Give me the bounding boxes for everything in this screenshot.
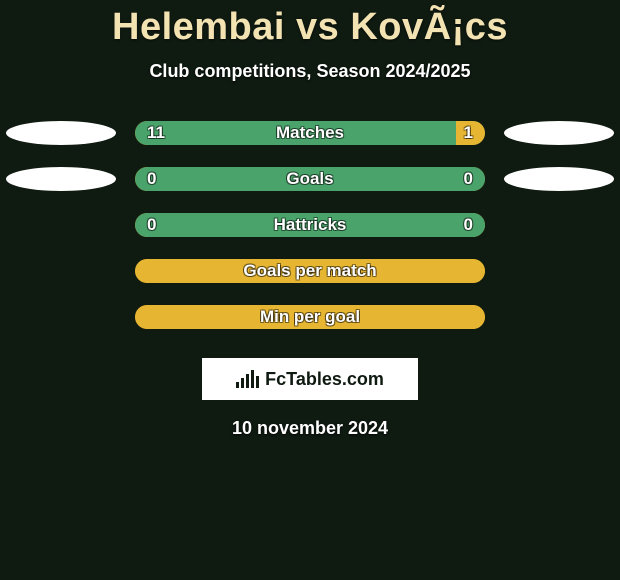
stat-right-value: 0 xyxy=(464,167,473,191)
brand-suffix: Tables.com xyxy=(286,369,384,389)
player-right-oval xyxy=(504,121,614,145)
stat-label: Hattricks xyxy=(135,213,485,237)
chart-icon xyxy=(236,370,259,388)
player-left-oval xyxy=(6,167,116,191)
stat-right-value: 1 xyxy=(464,121,473,145)
stat-label: Goals per match xyxy=(135,259,485,283)
stat-row: Matches111 xyxy=(0,110,620,156)
root: Helembai vs KovÃ¡cs Club competitions, S… xyxy=(0,0,620,580)
stat-right-value: 0 xyxy=(464,213,473,237)
stat-row: Goals per match xyxy=(0,248,620,294)
stat-left-value: 0 xyxy=(147,213,156,237)
stat-label: Goals xyxy=(135,167,485,191)
footer-date: 10 november 2024 xyxy=(0,418,620,439)
stat-bar: Matches111 xyxy=(135,121,485,145)
player-left-oval xyxy=(6,121,116,145)
page-title: Helembai vs KovÃ¡cs xyxy=(0,0,620,49)
stat-row: Goals0 0 xyxy=(0,156,620,202)
stat-bar: Min per goal xyxy=(135,305,485,329)
page-subtitle: Club competitions, Season 2024/2025 xyxy=(0,61,620,82)
stat-bar: Goals per match xyxy=(135,259,485,283)
stat-label: Min per goal xyxy=(135,305,485,329)
player-right-oval xyxy=(504,167,614,191)
stat-left-value: 0 xyxy=(147,167,156,191)
stat-left-value: 11 xyxy=(147,121,165,145)
stat-row: Hattricks0 0 xyxy=(0,202,620,248)
brand-text: FcTables.com xyxy=(265,369,384,390)
stat-bar: Hattricks0 0 xyxy=(135,213,485,237)
brand-prefix: Fc xyxy=(265,369,286,389)
stat-row: Min per goal xyxy=(0,294,620,340)
stat-label: Matches xyxy=(135,121,485,145)
brand-badge: FcTables.com xyxy=(202,358,418,400)
stat-bar: Goals0 0 xyxy=(135,167,485,191)
stats-rows: Matches111Goals00Hattricks00Goals per ma… xyxy=(0,110,620,340)
